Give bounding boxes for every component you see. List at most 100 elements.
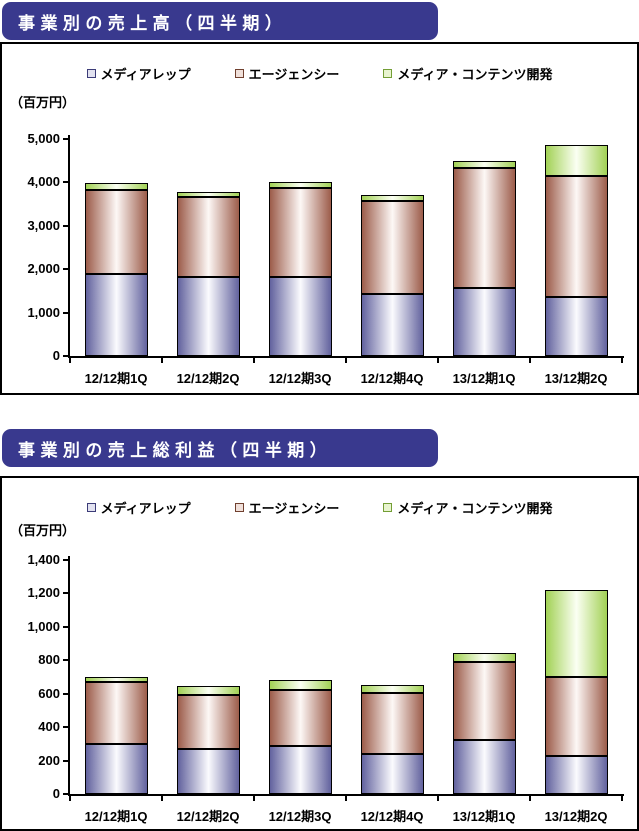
x-axis-label: 13/12期2Q <box>544 371 608 386</box>
y-tick-mark <box>63 355 69 357</box>
chart2-title-bar: 事業別の売上総利益（四半期） <box>2 429 438 467</box>
y-axis-tick-label: 4,000 <box>27 174 60 190</box>
x-tick-mark <box>621 796 623 801</box>
bar-segment <box>176 748 240 794</box>
bar-segment <box>268 187 332 277</box>
legend-label: メディアレップ <box>100 67 191 82</box>
bar <box>360 685 424 794</box>
bar-segment <box>544 144 608 176</box>
x-axis-label: 12/12期1Q <box>84 809 148 824</box>
legend-label: エージェンシー <box>248 501 340 516</box>
bar-segment <box>452 661 516 740</box>
chart1-unit-label: （百万円） <box>10 95 76 110</box>
y-tick-mark <box>63 559 69 561</box>
chart2-title: 事業別の売上総利益（四半期） <box>18 440 333 460</box>
legend-item: メディア・コンテンツ開発 <box>383 64 552 83</box>
bar-segment <box>268 689 332 747</box>
y-axis-tick-label: 1,200 <box>27 585 60 601</box>
x-tick-mark <box>437 358 439 363</box>
x-tick-mark <box>621 358 623 363</box>
chart1-legend: メディアレップ エージェンシー メディア・コンテンツ開発 <box>2 64 637 83</box>
x-axis-label: 12/12期2Q <box>176 809 240 824</box>
legend-item: メディアレップ <box>86 64 191 83</box>
legend-label: メディアレップ <box>100 501 191 516</box>
bar-segment <box>360 753 424 794</box>
y-tick-mark <box>63 759 69 762</box>
x-tick-mark <box>345 358 347 363</box>
bar-segment <box>268 181 332 188</box>
bar-segment <box>544 677 608 757</box>
bar <box>544 590 608 794</box>
bar-segment <box>84 273 148 356</box>
x-tick-mark <box>69 358 71 363</box>
y-tick-mark <box>63 659 69 662</box>
legend-swatch <box>383 503 393 512</box>
bar-segment <box>268 276 332 356</box>
legend-swatch <box>86 69 96 78</box>
y-tick-mark <box>63 268 69 271</box>
x-axis-label: 12/12期3Q <box>268 809 332 824</box>
bar <box>268 680 332 794</box>
bar-segment <box>84 189 148 274</box>
bar-segment <box>360 692 424 754</box>
y-tick-mark <box>63 692 69 695</box>
y-axis-tick-label: 0 <box>52 786 60 801</box>
legend-label: メディア・コンテンツ開発 <box>397 501 553 516</box>
bar-segment <box>268 680 332 690</box>
bar <box>452 652 516 794</box>
bar <box>176 191 240 356</box>
y-tick-mark <box>63 592 69 595</box>
bar-segment <box>360 685 424 693</box>
bar-segment <box>452 160 516 168</box>
bar-segment <box>360 194 424 202</box>
x-tick-mark <box>345 796 347 801</box>
bar-segment <box>544 297 608 356</box>
y-axis-tick-label: 1,000 <box>27 618 60 634</box>
bar-segment <box>176 276 240 356</box>
bar <box>176 686 240 794</box>
x-tick-mark <box>161 358 163 363</box>
y-axis-tick-label: 0 <box>52 348 60 363</box>
bar <box>84 677 148 794</box>
legend-label: メディア・コンテンツ開発 <box>397 67 553 82</box>
chart1-title-bar: 事業別の売上高（四半期） <box>2 2 438 40</box>
legend-swatch <box>86 503 96 512</box>
legend-swatch <box>383 69 393 78</box>
y-axis-tick-label: 5,000 <box>27 131 60 146</box>
chart2-legend: メディアレップ エージェンシー メディア・コンテンツ開発 <box>2 498 637 517</box>
bar-segment <box>452 288 516 356</box>
bar-segment <box>84 682 148 744</box>
x-tick-mark <box>253 358 255 363</box>
legend-item: エージェンシー <box>234 498 340 517</box>
bar-segment <box>360 294 424 356</box>
bar-segment <box>360 201 424 295</box>
y-axis-tick-label: 1,400 <box>27 552 60 567</box>
x-axis-label: 13/12期1Q <box>452 371 516 386</box>
y-axis-line <box>68 556 70 796</box>
x-axis-label: 13/12期1Q <box>452 809 516 824</box>
bar-segment <box>176 694 240 749</box>
y-tick-mark <box>63 138 69 140</box>
x-axis-label: 12/12期4Q <box>360 371 424 386</box>
bar <box>84 183 148 356</box>
bar-segment <box>176 197 240 277</box>
x-tick-mark <box>69 796 71 801</box>
bar-segment <box>176 191 240 198</box>
x-axis-label: 12/12期3Q <box>268 371 332 386</box>
bar-segment <box>452 739 516 794</box>
bar <box>544 144 608 356</box>
y-tick-mark <box>63 726 69 729</box>
x-axis-label: 13/12期2Q <box>544 809 608 824</box>
x-axis-label: 12/12期1Q <box>84 371 148 386</box>
y-tick-mark <box>63 181 69 184</box>
y-tick-mark <box>63 224 69 227</box>
bar-segment <box>452 167 516 289</box>
y-axis-tick-label: 800 <box>38 652 60 668</box>
legend-item: エージェンシー <box>234 64 339 83</box>
y-axis-tick-label: 1,000 <box>27 304 60 320</box>
y-axis-tick-label: 3,000 <box>27 217 60 233</box>
bar-segment <box>84 743 148 794</box>
chart1-title: 事業別の売上高（四半期） <box>18 13 288 33</box>
y-axis-tick-label: 600 <box>38 685 60 701</box>
